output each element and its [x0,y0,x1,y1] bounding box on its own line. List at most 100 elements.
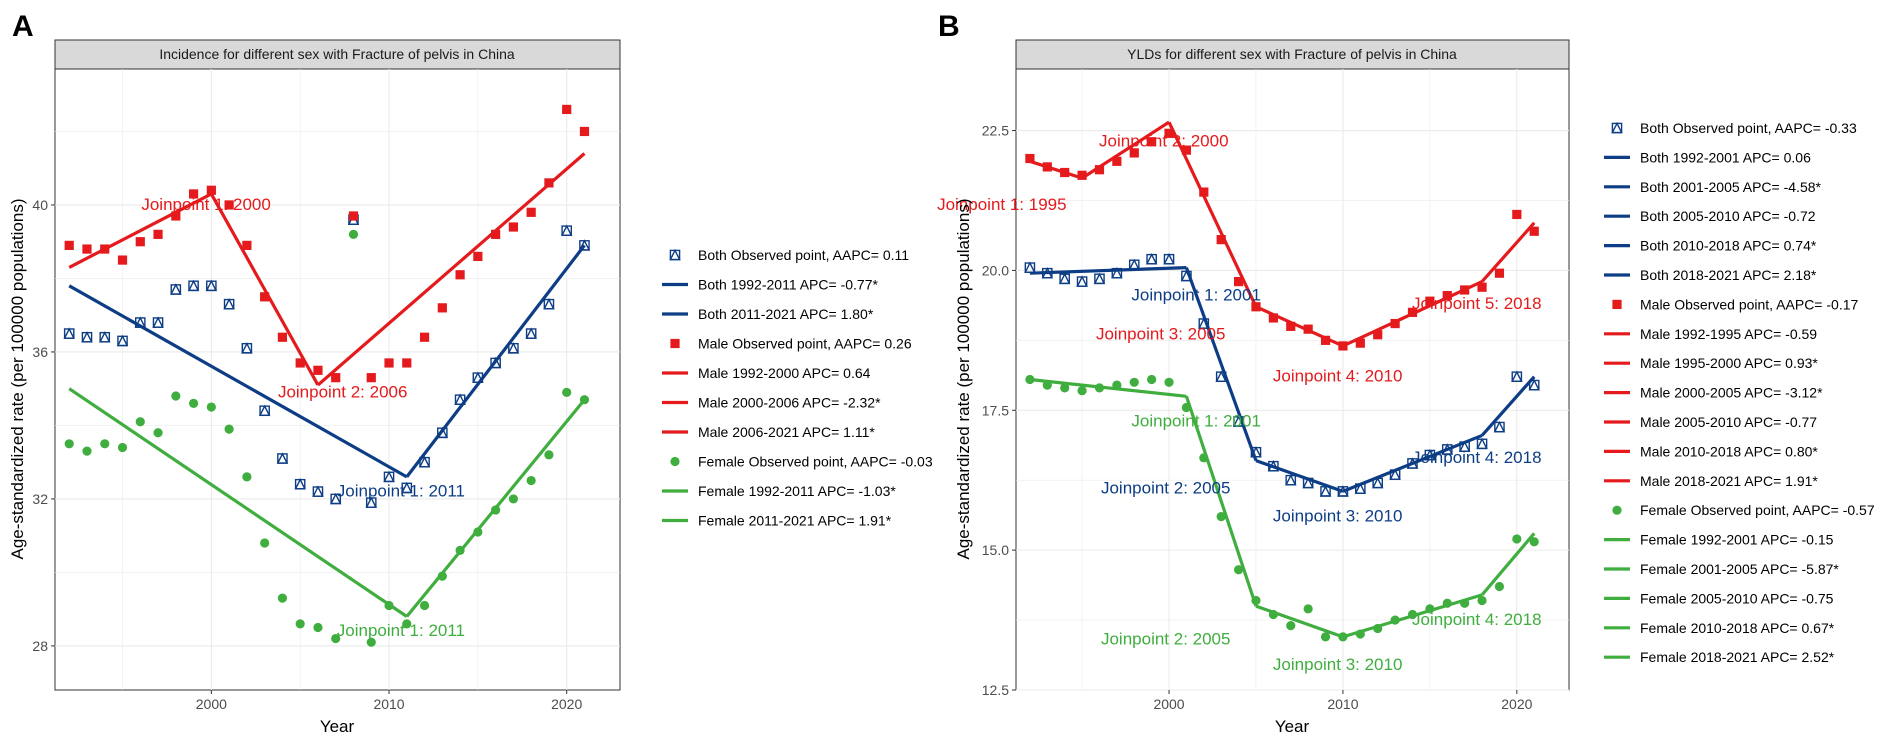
panel-b-observed-points [1024,128,1540,642]
data-point-female [1303,604,1313,614]
panel-a-strip [54,39,621,70]
legend-item: Male 2010-2018 APC= 0.80* [1604,443,1818,459]
legend-label: Both 1992-2011 APC= -0.77* [698,277,878,293]
data-point-male [1320,335,1331,345]
data-point-female [1286,621,1296,631]
data-point-male [1216,235,1226,245]
data-point-both [1163,253,1175,265]
data-point-male [1042,162,1052,172]
data-point-female [455,545,465,555]
legend-key-point [669,248,681,261]
panel-a-y-ticks: 28 32 36 40 [32,197,55,654]
data-point-male [526,207,536,217]
data-point-male [188,189,199,199]
legend-item: Male 2006-2021 APC= 1.11* [662,424,875,440]
data-point-male [384,358,394,368]
legend-label: Both 2018-2021 APC= 2.18* [1640,267,1817,283]
data-point-male [366,373,376,383]
legend-label: Female 2001-2005 APC= -5.87* [1640,561,1839,577]
data-point-female [242,472,252,482]
data-point-both [276,452,289,464]
data-point-female [1181,402,1192,413]
data-point-both [1058,272,1071,285]
data-point-both [1528,378,1540,391]
data-point-female [1407,609,1418,620]
data-point-female [117,442,128,453]
data-point-both [99,331,111,343]
data-point-male [1338,341,1348,351]
data-point-male [473,251,483,262]
fit-line-female [1480,532,1536,596]
legend-key-point [670,338,680,349]
data-point-female [1460,598,1470,608]
data-point-female [1077,386,1087,396]
data-point-female [348,229,359,239]
data-point-male [1268,313,1278,323]
data-point-both [1511,370,1523,383]
data-point-female [366,637,376,647]
data-point-female [419,600,430,611]
data-point-female [64,439,74,449]
data-point-both [454,393,466,406]
joinpoint-label: Joinpoint 2: 2006 [278,382,408,401]
data-point-both [1041,267,1054,279]
data-point-both [134,316,147,328]
data-point-male [1303,324,1313,334]
x-tick-label: 2020 [551,696,582,712]
legend-item: Female 2005-2010 APC= -0.75 [1604,590,1834,606]
data-point-both [1128,258,1140,271]
data-point-both [223,298,235,310]
fit-line-female [68,387,408,618]
data-point-female [402,619,412,629]
data-point-female [1129,377,1139,387]
data-point-male [1147,137,1157,147]
data-point-female [1147,374,1157,385]
x-tick-label: 2020 [1501,696,1532,712]
joinpoint-label: Joinpoint 1: 1995 [937,195,1067,214]
data-point-both [543,298,555,310]
data-point-male [1251,302,1261,312]
data-point-both [329,492,342,505]
data-point-male [1233,276,1244,287]
data-point-female [188,398,199,408]
data-point-both [1354,482,1367,494]
data-point-both [1198,317,1210,329]
legend-label: Both Observed point, AAPC= -0.33 [1640,120,1857,136]
data-point-both [170,283,182,295]
data-point-male [260,292,270,302]
data-point-female [1199,453,1209,463]
legend-key-point [1612,505,1622,515]
data-point-both [1232,415,1245,427]
data-point-both [1093,272,1106,285]
data-point-male [348,211,359,221]
legend-label: Male Observed point, AAPC= -0.17 [1640,296,1858,312]
fit-line-female [1029,377,1187,398]
fit-line-both [1342,433,1483,493]
data-point-male [206,185,216,195]
legend-label: Female 2010-2018 APC= 0.67* [1640,620,1835,636]
y-tick-label: 28 [32,638,48,654]
joinpoint-label: Joinpoint 2: 2005 [1101,479,1231,498]
data-point-female [1060,383,1070,393]
data-point-male [1164,128,1174,138]
legend-label: Female 2018-2021 APC= 2.52* [1640,649,1835,665]
data-point-both [152,316,164,328]
data-point-female [1494,581,1505,592]
joinpoint-label: Joinpoint 2: 2005 [1101,630,1231,649]
legend-item: Both 1992-2001 APC= 0.06 [1604,149,1811,165]
data-point-both [1493,420,1506,433]
data-point-male [135,237,145,247]
data-point-female [1477,595,1487,606]
y-tick-label: 12.5 [982,682,1009,698]
fit-line-male [1029,159,1083,180]
joinpoint-label: Joinpoint 3: 2005 [1096,325,1226,344]
data-point-both [116,334,129,347]
data-point-both [81,331,93,343]
data-point-both [525,327,537,339]
joinpoint-label: Joinpoint 2: 2000 [1099,132,1229,151]
data-point-male [1199,187,1209,197]
legend-item: Male 2000-2005 APC= -3.12* [1604,385,1823,401]
data-point-female [1425,604,1435,614]
data-point-both [63,327,75,339]
joinpoint-label: Joinpoint 1: 2001 [1131,411,1261,430]
